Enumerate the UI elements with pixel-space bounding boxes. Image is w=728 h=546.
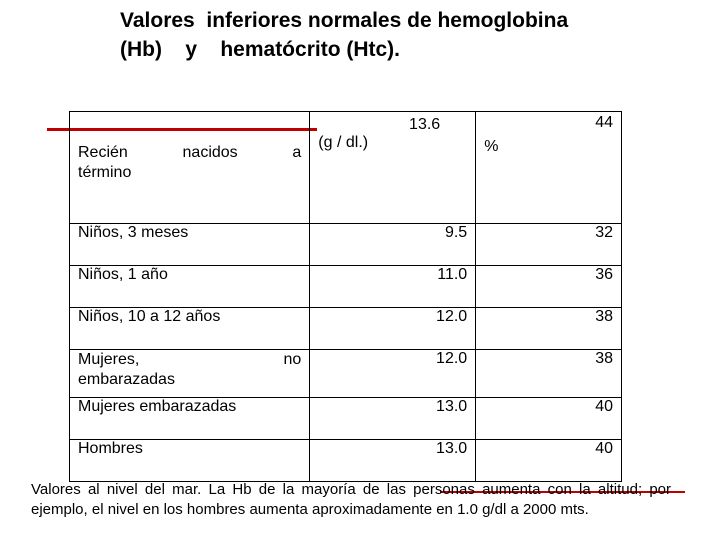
hb-value: 13.6 xyxy=(409,116,441,133)
row-label: Niños, 1 año xyxy=(68,265,311,308)
htc-unit: % xyxy=(484,138,499,155)
table-row: Niños, 10 a 12 años 12.0 38 xyxy=(68,307,622,350)
htc-value: 40 xyxy=(475,439,622,482)
table-row: Recién nacidos a término 13.6 (g / dl.) … xyxy=(68,111,622,224)
row-label-line1: Recién nacidos a xyxy=(78,144,302,161)
hb-value: 12.0 xyxy=(309,307,477,350)
row-label: Mujeres, no embarazadas xyxy=(68,349,311,398)
row-label: Recién nacidos a término xyxy=(68,111,311,224)
hb-unit: (g / dl.) xyxy=(318,134,369,151)
htc-value: 38 xyxy=(475,307,622,350)
htc-value: 40 xyxy=(475,397,622,440)
hb-value: 13.0 xyxy=(309,397,477,440)
footnote: Valores al nivel del mar. La Hb de la ma… xyxy=(31,481,671,518)
hb-value: 9.5 xyxy=(309,223,477,266)
htc-value: 44 xyxy=(595,114,613,131)
table-row: Niños, 3 meses 9.5 32 xyxy=(68,223,622,266)
row-label-line1: Mujeres, no xyxy=(78,351,302,368)
htc-cell: 44 % xyxy=(475,111,622,224)
hb-value: 13.0 xyxy=(309,439,477,482)
table-row: Mujeres embarazadas 13.0 40 xyxy=(68,397,622,440)
htc-value: 36 xyxy=(475,265,622,308)
htc-value: 38 xyxy=(475,349,622,398)
row-label: Mujeres embarazadas xyxy=(68,397,311,440)
decorative-red-line-bottom xyxy=(440,491,685,493)
row-label-line2: embarazadas xyxy=(78,371,175,388)
row-label: Hombres xyxy=(68,439,311,482)
table-row: Hombres 13.0 40 xyxy=(68,439,622,482)
htc-value: 32 xyxy=(475,223,622,266)
row-label: Niños, 10 a 12 años xyxy=(68,307,311,350)
hemoglobin-table: Recién nacidos a término 13.6 (g / dl.) … xyxy=(68,111,622,482)
slide-title: Valores inferiores normales de hemoglobi… xyxy=(120,9,574,61)
row-label: Niños, 3 meses xyxy=(68,223,311,266)
table-row: Mujeres, no embarazadas 12.0 38 xyxy=(68,349,622,398)
row-label-line2: término xyxy=(78,164,132,181)
hb-value: 11.0 xyxy=(309,265,477,308)
table-row: Niños, 1 año 11.0 36 xyxy=(68,265,622,308)
hb-cell: 13.6 (g / dl.) xyxy=(309,111,477,224)
hb-value: 12.0 xyxy=(309,349,477,398)
